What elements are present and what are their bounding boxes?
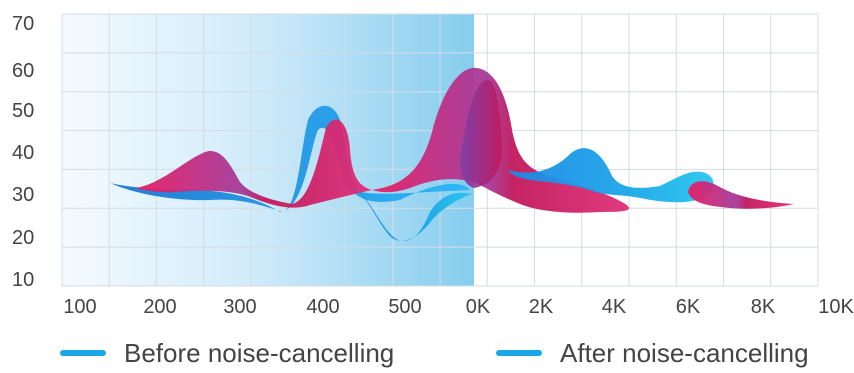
x-tick-label: 0K [466, 296, 491, 318]
x-tick-label: 200 [143, 296, 176, 318]
grid [61, 13, 819, 287]
y-tick-label: 40 [12, 142, 34, 164]
magenta-hump-left [135, 119, 372, 208]
x-tick-label: 100 [63, 296, 96, 318]
x-tick-label: 6K [676, 296, 701, 318]
blue-dip-center [352, 186, 472, 241]
y-tick-label: 20 [12, 227, 34, 249]
x-tick-label: 8K [751, 296, 776, 318]
x-tick-label: 500 [388, 296, 421, 318]
chart-highlight-region [62, 14, 474, 286]
legend-label-before: Before noise-cancelling [124, 337, 395, 368]
y-tick-label: 50 [12, 100, 34, 122]
legend-swatch-after [496, 350, 542, 356]
x-tick-label: 4K [602, 296, 627, 318]
x-tick-label: 400 [306, 296, 339, 318]
x-tick-label: 300 [223, 296, 256, 318]
purple-band-center [460, 80, 502, 188]
blue-hump-right [508, 148, 714, 203]
x-tick-label: 10K [818, 296, 854, 318]
legend-swatch-before [60, 350, 106, 356]
y-tick-label: 30 [12, 184, 34, 206]
legend-item-before: Before noise-cancelling [60, 338, 394, 368]
y-axis: 70 60 50 40 30 20 10 [12, 13, 34, 291]
y-tick-label: 70 [12, 13, 34, 35]
y-tick-label: 10 [12, 269, 34, 291]
legend-label-after: After noise-cancelling [560, 337, 809, 368]
legend-item-after: After noise-cancelling [496, 338, 809, 368]
chart: 70 60 50 40 30 20 10 100 200 300 400 500 0K 2K 4K 6K 8K… [12, 13, 854, 318]
series-shapes [110, 67, 794, 241]
x-tick-label: 2K [529, 296, 554, 318]
y-tick-label: 60 [12, 60, 34, 82]
magenta-tail-right [688, 181, 794, 209]
x-axis: 100 200 300 400 500 0K 2K 4K 6K 8K 10K [63, 296, 854, 318]
